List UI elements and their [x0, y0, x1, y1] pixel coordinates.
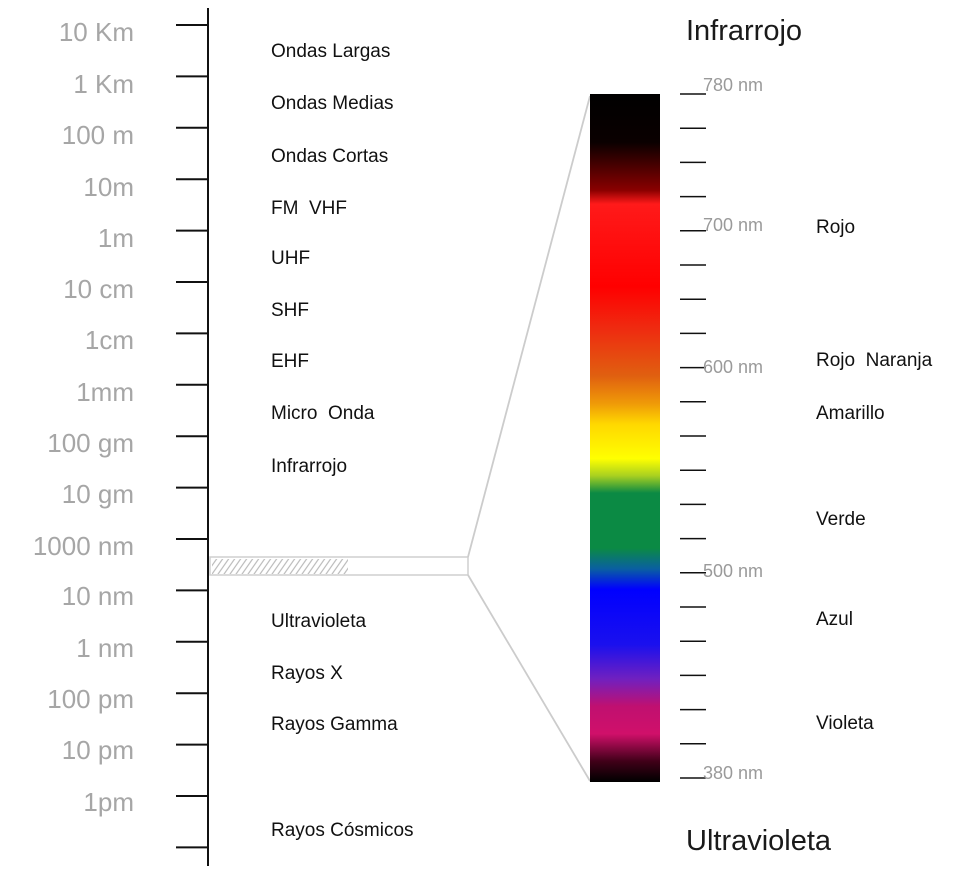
infrared-end-label: Infrarrojo	[686, 15, 802, 47]
color-label: Rojo Naranja	[816, 350, 933, 371]
nm-labels: 780 nm 700 nm 600 nm 500 nm 380 nm	[703, 75, 763, 783]
band-label: Micro Onda	[271, 403, 375, 424]
band-label: Ondas Cortas	[271, 146, 388, 167]
scale-label: 1cm	[85, 325, 134, 355]
band-label: Rayos Gamma	[271, 714, 398, 735]
band-label: UHF	[271, 248, 310, 269]
scale-label: 100 gm	[47, 428, 134, 458]
nm-label: 600 nm	[703, 357, 763, 377]
color-label: Azul	[816, 609, 853, 630]
band-label: Ultravioleta	[271, 611, 366, 632]
nm-label: 700 nm	[703, 215, 763, 235]
scale-label: 10 nm	[62, 581, 134, 611]
scale-ticks	[176, 24, 208, 849]
scale-label: 10 gm	[62, 479, 134, 509]
visible-region-hatch	[212, 559, 348, 574]
scale-labels: 10 Km 1 Km 100 m 10m 1m 10 cm 1cm 1mm 10…	[33, 17, 134, 817]
band-label: Infrarrojo	[271, 456, 347, 477]
scale-label: 1pm	[83, 787, 134, 817]
scale-label: 10 cm	[63, 274, 134, 304]
nm-label: 780 nm	[703, 75, 763, 95]
scale-label: 1 Km	[73, 69, 134, 99]
color-label: Amarillo	[816, 403, 885, 424]
scale-label: 1 nm	[76, 633, 134, 663]
color-label: Verde	[816, 509, 866, 530]
band-label: SHF	[271, 300, 309, 321]
scale-label: 10 pm	[62, 735, 134, 765]
zoom-line-top	[467, 95, 591, 558]
band-label: FM VHF	[271, 198, 347, 219]
nm-label: 500 nm	[703, 561, 763, 581]
band-label: Rayos Cósmicos	[271, 820, 414, 841]
scale-label: 100 pm	[47, 684, 134, 714]
color-labels: Rojo Rojo Naranja Amarillo Verde Azul Vi…	[816, 217, 933, 734]
scale-label: 100 m	[62, 120, 134, 150]
band-label: EHF	[271, 351, 309, 372]
band-label: Ondas Largas	[271, 41, 390, 62]
scale-label: 1m	[98, 223, 134, 253]
scale-label: 10m	[83, 172, 134, 202]
scale-label: 10 Km	[59, 17, 134, 47]
zoom-line-bottom	[467, 574, 591, 782]
spectrum-ticks	[680, 93, 706, 779]
scale-label: 1000 nm	[33, 531, 134, 561]
band-labels: Ondas Largas Ondas Medias Ondas Cortas F…	[271, 41, 414, 841]
nm-label: 380 nm	[703, 763, 763, 783]
band-label: Rayos X	[271, 663, 343, 684]
scale-label: 1mm	[76, 377, 134, 407]
visible-spectrum-bar	[590, 94, 660, 782]
color-label: Rojo	[816, 217, 855, 238]
ultraviolet-end-label: Ultravioleta	[686, 825, 832, 857]
color-label: Violeta	[816, 713, 874, 734]
band-label: Ondas Medias	[271, 93, 394, 114]
